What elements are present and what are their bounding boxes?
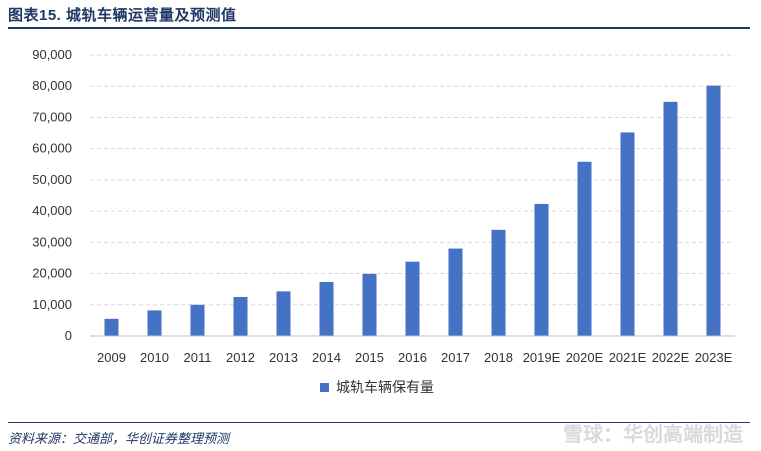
x-tick-label: 2014: [312, 350, 341, 365]
y-tick-label: 0: [65, 328, 72, 343]
bar-2018: [491, 229, 506, 336]
bar-2017: [448, 248, 463, 336]
bar-2015: [362, 273, 377, 336]
y-tick-label: 70,000: [32, 109, 72, 124]
x-tick-label: 2016: [398, 350, 427, 365]
footer-rule: [8, 422, 750, 423]
source-note: 资料来源：交通部，华创证券整理预测: [8, 431, 230, 446]
legend-swatch: [320, 383, 329, 392]
x-axis: 2009 2010 2011 2012 2013 2014 2015 2016 2017 2018…: [90, 335, 735, 365]
bar-2010: [147, 310, 162, 336]
legend-label: 城轨车辆保有量: [336, 379, 434, 395]
y-axis: 0 10,000 20,000 30,000 40,000 50,000 60,000 70,…: [32, 47, 72, 343]
bar-2019E: [534, 203, 549, 336]
bar-2014: [319, 281, 334, 336]
x-tick-label: 2021E: [609, 350, 647, 365]
x-tick-label: 2019E: [523, 350, 561, 365]
bar-2012: [233, 296, 248, 336]
x-tick-label: 2020E: [566, 350, 604, 365]
x-tick-label: 2017: [441, 350, 470, 365]
bar-2009: [104, 318, 119, 336]
y-tick-label: 20,000: [32, 266, 72, 281]
bar-2021E: [620, 132, 635, 336]
x-tick-label: 2023E: [695, 350, 733, 365]
watermark-text: 雪球：华创高端制造: [563, 424, 743, 446]
bar-2013: [276, 291, 291, 336]
y-tick-label: 80,000: [32, 78, 72, 93]
figure-title: 图表15. 城轨车辆运营量及预测值: [8, 7, 237, 24]
y-tick-label: 30,000: [32, 234, 72, 249]
x-tick-label: 2013: [269, 350, 298, 365]
y-tick-label: 40,000: [32, 203, 72, 218]
x-tick-label: 2010: [140, 350, 169, 365]
y-tick-label: 50,000: [32, 172, 72, 187]
x-tick-label: 2009: [97, 350, 126, 365]
bar-2023E: [706, 85, 721, 336]
y-tick-label: 90,000: [32, 47, 72, 62]
bar-2020E: [577, 161, 592, 336]
x-tick-label: 2022E: [652, 350, 690, 365]
x-tick-label: 2012: [226, 350, 255, 365]
bar-chart: 0 10,000 20,000 30,000 40,000 50,000 60,000 70,…: [32, 47, 735, 395]
bar-2011: [190, 304, 205, 336]
x-tick-label: 2015: [355, 350, 384, 365]
title-rule: [8, 27, 750, 29]
x-tick-label: 2011: [184, 350, 212, 365]
y-tick-label: 10,000: [32, 297, 72, 312]
legend: 城轨车辆保有量: [320, 379, 434, 395]
bars: [104, 85, 721, 336]
x-tick-label: 2018: [484, 350, 513, 365]
y-tick-label: 60,000: [32, 141, 72, 156]
bar-2016: [405, 261, 420, 336]
bar-2022E: [663, 101, 678, 336]
